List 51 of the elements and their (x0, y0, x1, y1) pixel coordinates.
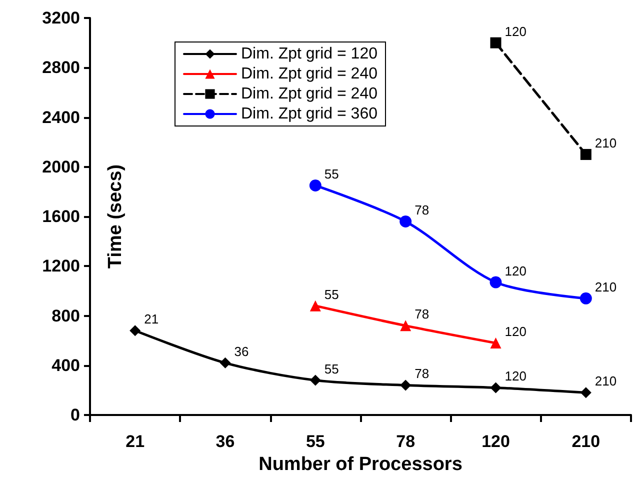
x-tick-label: 120 (482, 432, 510, 451)
point (400, 380, 412, 391)
annotation: 21 (144, 312, 159, 327)
annotation: 120 (504, 24, 526, 39)
x-axis-title: Number of Processors (258, 454, 462, 475)
point (310, 300, 321, 312)
point (490, 338, 502, 349)
point (580, 292, 592, 304)
annotation: 210 (594, 279, 617, 294)
point (490, 37, 502, 48)
legend-label: Dim. Zpt grid = 240 (241, 66, 378, 82)
y-tick-label: 800 (52, 306, 80, 326)
point (580, 148, 592, 160)
legend-label: Dim. Zpt grid = 120 (241, 46, 378, 62)
annotation: 78 (414, 202, 430, 218)
annotation: 36 (234, 344, 249, 359)
y-tick-label: 2800 (42, 58, 80, 78)
annotation: 55 (324, 361, 339, 376)
x-tick-label: 36 (216, 432, 235, 451)
x-tick-label: 78 (396, 432, 416, 451)
point (490, 276, 502, 288)
annotation: 55 (324, 166, 339, 182)
point (220, 357, 231, 368)
point (309, 179, 322, 192)
y-tick-label: 3200 (42, 8, 80, 28)
y-tick-label: 400 (52, 356, 80, 375)
annotation: 120 (504, 263, 526, 278)
legend-label: Dim. Zpt grid = 240 (241, 86, 378, 102)
y-axis-title: Time (secs) (105, 164, 126, 269)
point (310, 374, 321, 386)
annotation: 55 (324, 286, 339, 302)
y-tick-label: 1600 (42, 207, 80, 226)
annotation: 78 (414, 306, 430, 322)
y-tick-label: 2400 (42, 108, 80, 127)
x-tick-label: 55 (306, 432, 325, 451)
annotation: 120 (504, 324, 526, 340)
annotation: 78 (414, 366, 430, 382)
point (490, 382, 502, 394)
x-tick-label: 21 (126, 432, 145, 451)
point (400, 215, 412, 228)
y-tick-label: 0 (70, 406, 80, 424)
annotation: 120 (504, 368, 526, 384)
annotation: 210 (594, 374, 617, 389)
annotation: 210 (594, 135, 617, 150)
y-tick-label: 1200 (42, 256, 80, 276)
y-tick-label: 2000 (42, 157, 80, 176)
legend-label: Dim. Zpt grid = 360 (241, 106, 378, 122)
point (580, 387, 592, 398)
point (400, 320, 412, 332)
x-tick-label: 210 (572, 432, 600, 451)
point (130, 325, 141, 336)
